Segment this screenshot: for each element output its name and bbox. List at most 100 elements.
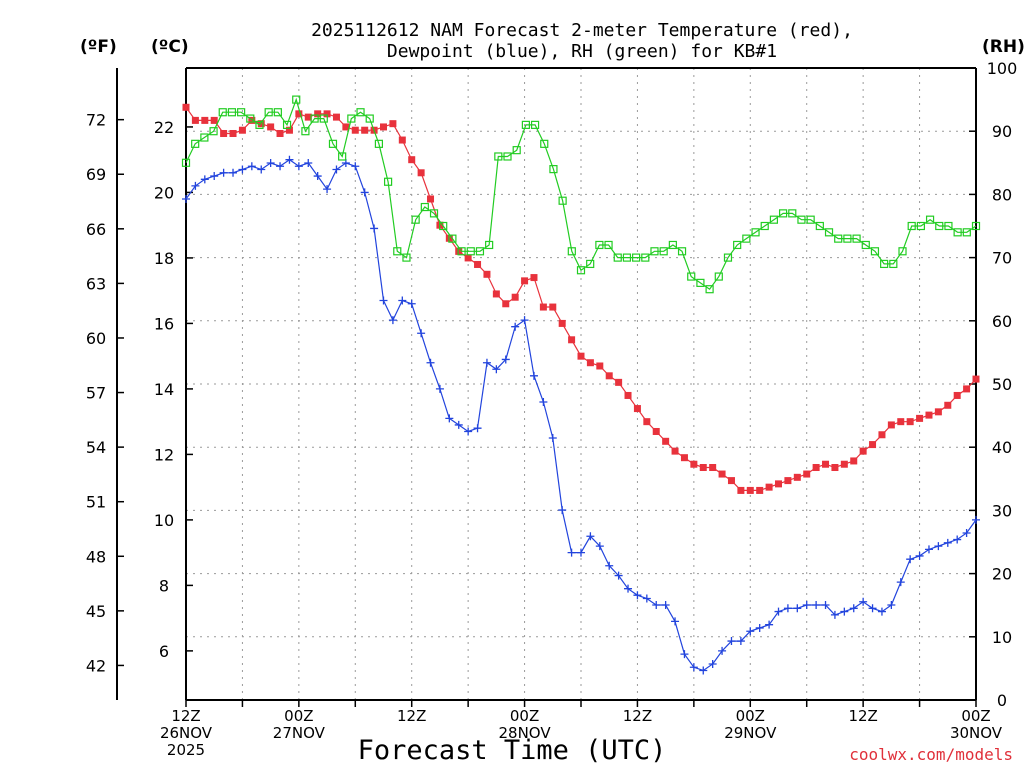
temperature-point: [963, 385, 971, 393]
dewpoint-point: [661, 601, 670, 610]
dewpoint-point: [812, 601, 821, 610]
rh-point: [898, 247, 907, 256]
rh-point: [641, 253, 650, 262]
dewpoint-point: [953, 535, 962, 544]
rh-point: [393, 247, 402, 256]
temperature-point: [417, 169, 425, 177]
temperature-point: [267, 123, 275, 131]
temperature-point: [530, 274, 538, 282]
rh-point: [485, 240, 494, 250]
dewpoint-point: [210, 172, 219, 181]
rh-tick-label: 90: [992, 122, 1012, 141]
rh-point: [402, 253, 411, 262]
rh-point: [237, 108, 246, 117]
celsius-unit-label: (ºC): [151, 37, 189, 57]
date-tick-label: 27NOV: [273, 724, 326, 742]
dewpoint-point: [830, 610, 839, 619]
dewpoint-point: [539, 398, 548, 407]
rh-point: [834, 234, 843, 243]
rh-point: [549, 165, 558, 174]
rh-point: [420, 202, 429, 212]
temperature-point: [229, 129, 237, 137]
dewpoint-point: [972, 515, 980, 524]
data-series: [181, 95, 981, 675]
temperature-point: [596, 362, 604, 370]
dewpoint-point: [370, 224, 379, 233]
dewpoint-point: [445, 414, 454, 423]
temperature-point: [182, 103, 190, 111]
x-axis-label: Forecast Time (UTC): [358, 735, 667, 766]
time-tick-label: 00Z: [736, 707, 765, 725]
fahrenheit-tick-label: 54: [86, 438, 106, 457]
rh-point: [677, 247, 687, 256]
rh-point: [723, 253, 733, 262]
dewpoint-point: [407, 299, 416, 308]
temperature-point: [840, 460, 848, 468]
chart-title-line2: Dewpoint (blue), RH (green) for KB#1: [387, 41, 777, 62]
temperature-point: [916, 414, 924, 422]
rh-point: [383, 177, 393, 186]
rh-point: [870, 247, 880, 256]
rh-point: [209, 127, 218, 136]
rh-tick-label: 100: [987, 59, 1018, 78]
temperature-point: [812, 464, 820, 472]
fahrenheit-tick-label: 51: [86, 493, 106, 512]
rh-point: [429, 209, 439, 218]
rh-point: [246, 114, 255, 123]
dewpoint-point: [257, 165, 266, 174]
rh-point: [962, 228, 971, 237]
dewpoint-point: [934, 542, 943, 551]
dewpoint-point: [877, 607, 886, 616]
dewpoint-point: [605, 561, 614, 570]
dewpoint-point: [896, 578, 905, 587]
dewpoint-point: [182, 194, 190, 203]
temperature-point: [831, 464, 839, 472]
rh-point: [457, 247, 466, 256]
rh-point: [576, 266, 586, 275]
year-tick-label: 2025: [167, 741, 205, 759]
series-rh: [181, 95, 981, 294]
rh-tick-label: 70: [992, 249, 1012, 268]
temperature-point: [483, 270, 491, 278]
rh-point: [861, 240, 870, 250]
time-tick-label: 00Z: [510, 707, 539, 725]
rh-point: [806, 215, 815, 224]
dewpoint-point: [746, 627, 755, 636]
dewpoint-point: [200, 175, 209, 184]
temperature-point: [577, 352, 585, 360]
rh-point: [622, 253, 632, 262]
series-dewpoint: [182, 155, 980, 675]
date-tick-label: 26NOV: [160, 724, 213, 742]
dewpoint-point: [388, 316, 397, 325]
time-tick-label: 12Z: [397, 707, 426, 725]
rh-point: [347, 114, 356, 123]
date-tick-label: 28NOV: [499, 724, 552, 742]
temperature-point: [765, 483, 773, 491]
rh-point: [613, 253, 622, 262]
rh-point: [944, 221, 953, 231]
dewpoint-point: [642, 594, 651, 603]
dewpoint-point: [229, 168, 238, 177]
temperature-point: [427, 195, 435, 203]
rh-unit-label: (RH): [982, 37, 1024, 57]
fahrenheit-tick-label: 72: [86, 111, 106, 130]
temperature-point: [380, 123, 387, 131]
dewpoint-point: [294, 162, 303, 171]
dewpoint-point: [793, 604, 802, 613]
celsius-tick-label: 12: [154, 445, 174, 464]
rh-point: [530, 120, 540, 129]
celsius-tick-label: 18: [154, 249, 174, 268]
dewpoint-point: [266, 158, 275, 167]
temperature-point: [408, 156, 416, 164]
dewpoint-point: [426, 358, 435, 367]
rh-point: [567, 247, 576, 256]
rh-point: [503, 152, 512, 161]
dewpoint-point: [304, 158, 313, 167]
temperature-point: [859, 447, 867, 455]
dewpoint-point: [247, 162, 256, 171]
rh-point: [687, 272, 696, 281]
fahrenheit-tick-label: 66: [86, 220, 106, 239]
credit-text: coolwx.com/models: [849, 745, 1013, 764]
dewpoint-point: [398, 296, 407, 305]
fahrenheit-unit-label: (ºF): [80, 37, 117, 57]
